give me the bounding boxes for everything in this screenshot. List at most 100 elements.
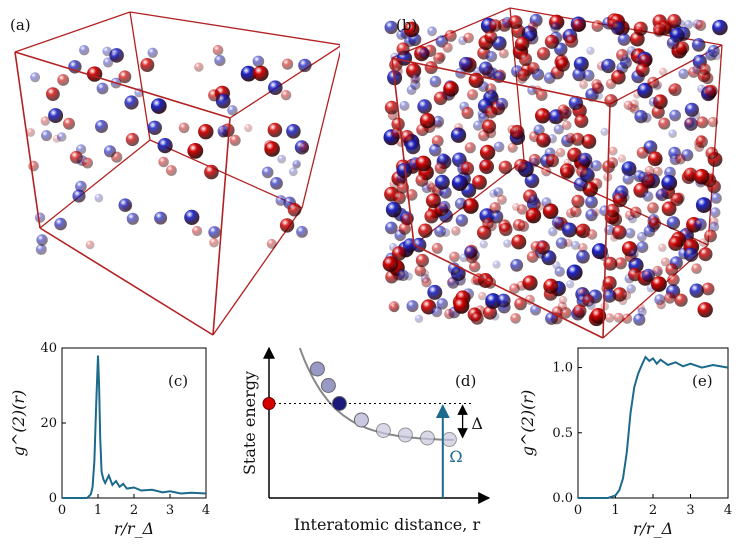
red-atom	[460, 161, 475, 176]
red-atom	[555, 148, 566, 158]
blue-atom	[454, 197, 467, 210]
red-atom	[659, 67, 668, 76]
blue-atom	[555, 237, 568, 249]
blue-atom	[653, 268, 663, 277]
blue-atom	[529, 157, 540, 168]
state-point	[419, 430, 435, 446]
cube-edge	[14, 51, 231, 119]
cube-edge	[129, 11, 343, 46]
red-atom	[427, 183, 437, 193]
red-atom	[535, 89, 548, 101]
blue-atom	[429, 75, 442, 88]
red-atom	[433, 91, 448, 106]
red-atom	[701, 282, 715, 296]
chart-e: 0 1 2 3 4 0.0 0.5 1.0 r/r_Δ g^(2)(r)	[518, 347, 732, 538]
red-atom	[592, 82, 604, 95]
blue-atom	[712, 19, 728, 36]
blue-atom	[406, 300, 419, 313]
red-atom	[542, 203, 559, 219]
blue-atom	[464, 246, 477, 259]
red-atom	[508, 15, 523, 30]
red-atom	[396, 42, 410, 56]
blue-atom	[548, 227, 558, 237]
blue-atom	[576, 249, 590, 264]
red-atom	[543, 278, 559, 294]
x-tick-label: 3	[686, 503, 694, 518]
red-atom	[699, 238, 708, 247]
red-atom	[617, 154, 627, 163]
blue-atom	[633, 313, 646, 326]
state-point	[397, 427, 413, 443]
red-atom	[209, 237, 219, 248]
blue-atom	[582, 69, 595, 82]
cube-edge	[413, 244, 604, 339]
blue-atom	[414, 314, 424, 323]
red-atom	[670, 192, 684, 207]
blue-atom	[496, 293, 511, 308]
red-atom	[497, 194, 507, 205]
red-atom	[536, 133, 551, 148]
blue-atom	[48, 108, 64, 124]
red-atom	[470, 276, 480, 286]
blue-atom	[94, 193, 104, 203]
blue-atom	[487, 89, 498, 99]
blue-atom	[637, 231, 647, 242]
blue-atom	[622, 173, 634, 185]
red-atom	[499, 222, 513, 237]
red-atom	[479, 144, 496, 161]
red-atom	[579, 80, 588, 90]
blue-atom	[96, 82, 109, 95]
x-axis-label: r/r_Δ	[633, 519, 673, 538]
red-atom	[541, 166, 552, 177]
red-atom	[545, 154, 559, 168]
y-tick-label: 1.0	[552, 361, 573, 376]
red-atom	[576, 165, 589, 178]
red-atom	[607, 157, 619, 169]
blue-atom	[541, 197, 552, 208]
red-atom	[398, 222, 411, 235]
blue-atom	[110, 51, 120, 61]
blue-atom	[600, 127, 609, 136]
blue-atom	[218, 128, 228, 138]
red-atom	[634, 25, 643, 35]
blue-atom	[286, 124, 301, 139]
blue-atom	[572, 67, 586, 82]
state-point	[309, 361, 325, 377]
red-atom	[279, 218, 295, 233]
x-tick-label: 3	[166, 503, 174, 518]
blue-atom	[602, 289, 617, 303]
red-atom	[469, 260, 481, 273]
blue-atom	[528, 194, 540, 206]
red-atom	[442, 42, 453, 53]
blue-atom	[157, 138, 173, 154]
red-atom	[684, 117, 695, 128]
red-atom	[393, 66, 403, 77]
blue-atom	[655, 188, 669, 202]
panel-a: (a)	[0, 0, 343, 340]
blue-atom	[637, 307, 647, 317]
red-atom	[57, 74, 70, 86]
red-atom	[705, 84, 718, 98]
red-atom	[264, 141, 280, 157]
red-atom	[630, 99, 639, 109]
red-atom	[415, 155, 432, 172]
blue-atom	[493, 141, 505, 153]
red-atom	[390, 303, 399, 313]
blue-atom	[683, 247, 699, 262]
cube-edge	[14, 11, 131, 53]
red-atom	[536, 240, 550, 255]
red-atom	[537, 47, 551, 61]
blue-atom	[478, 61, 493, 76]
blue-atom	[432, 115, 445, 128]
red-atom	[544, 34, 559, 49]
red-atom	[444, 308, 455, 320]
blue-atom	[626, 46, 637, 56]
panel-c-label: (c)	[168, 372, 189, 390]
x-tick-label: 0	[58, 503, 66, 518]
blue-atom	[455, 214, 469, 227]
plot-frame	[61, 347, 207, 499]
red-atom	[40, 116, 51, 126]
red-atom	[590, 308, 607, 324]
blue-atom	[438, 200, 451, 213]
blue-atom	[208, 226, 221, 239]
